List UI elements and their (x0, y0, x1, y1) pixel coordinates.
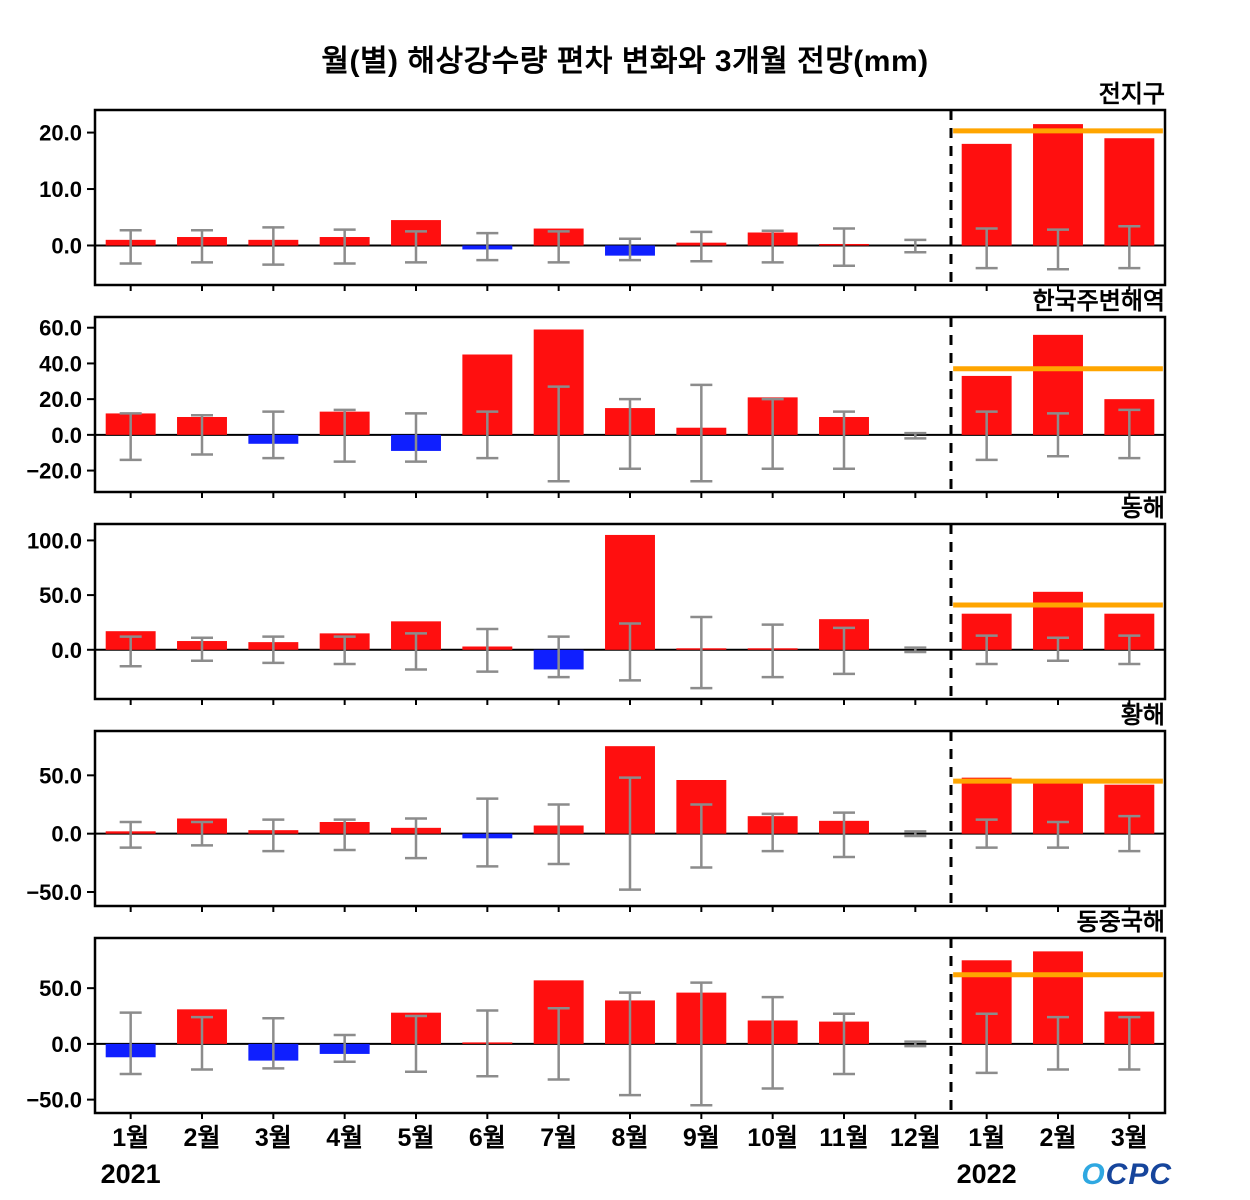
y-tick-label: 50.0 (39, 583, 82, 608)
x-axis-label: 12월 (890, 1124, 941, 1152)
panel-border (93, 108, 1167, 287)
panel-1: 한국주변해역 −20.0 0.0 20.0 40.0 60.0 (26, 288, 1167, 498)
panel-label: 전지구 (1099, 81, 1165, 108)
panel-4: 동중국해 −50.0 0.0 50.0 (26, 909, 1167, 1119)
x-axis-label: 7월 (540, 1124, 577, 1152)
panel-label: 한국주변해역 (1033, 288, 1165, 315)
x-axis-label: 3월 (255, 1124, 292, 1152)
ocpc-logo-text: CPC (1105, 1158, 1172, 1191)
y-tick-label: 50.0 (39, 763, 82, 788)
y-tick-label: 0.0 (51, 1032, 82, 1057)
ocpc-logo: OCPC (1081, 1158, 1172, 1192)
y-tick-label: 40.0 (39, 351, 82, 376)
x-axis-label: 5월 (398, 1124, 435, 1152)
x-axis-label: 8월 (612, 1124, 649, 1152)
y-tick-label: 60.0 (39, 316, 82, 341)
panel-0: 전지구 0.0 10.0 20.0 (39, 81, 1167, 291)
chart-area: 전지구 0.0 10.0 20.0 한국주변해역 −20.0 0.0 20.0 40.0 60.0… (0, 78, 1250, 1198)
y-tick-label: 0.0 (51, 638, 82, 663)
year-label: 2022 (957, 1159, 1017, 1189)
y-tick-label: 50.0 (39, 976, 82, 1001)
panel-border (93, 315, 1167, 494)
x-axis-label: 9월 (683, 1124, 720, 1152)
x-axis-label: 2월 (1040, 1124, 1077, 1152)
x-axis-label: 10월 (747, 1124, 798, 1152)
chart-title: 월(별) 해상강수량 편차 변화와 3개월 전망(mm) (321, 45, 929, 78)
ocpc-logo-o: O (1081, 1158, 1106, 1191)
x-axis-label: 3월 (1111, 1124, 1148, 1152)
x-axis-label: 4월 (326, 1124, 363, 1152)
y-tick-label: 100.0 (27, 528, 82, 553)
y-tick-label: 20.0 (39, 121, 82, 146)
y-tick-label: −50.0 (26, 1088, 82, 1113)
panel-label: 동해 (1121, 495, 1165, 522)
precipitation-anomaly-chart: 전지구 0.0 10.0 20.0 한국주변해역 −20.0 0.0 20.0 40.0 60.0… (26, 81, 1167, 1189)
y-tick-label: 0.0 (51, 233, 82, 258)
panel-border (93, 729, 1167, 908)
y-tick-label: 20.0 (39, 387, 82, 412)
year-label: 2021 (101, 1159, 161, 1189)
x-axis-label: 11월 (819, 1124, 868, 1152)
x-axis-label: 1월 (968, 1124, 1005, 1152)
y-tick-label: 10.0 (39, 177, 82, 202)
bar (1033, 124, 1083, 246)
x-axis-label: 1월 (112, 1124, 149, 1152)
panel-label: 황해 (1121, 702, 1165, 729)
x-axis-label: 2월 (184, 1124, 221, 1152)
panel-2: 동해 0.0 50.0 100.0 (27, 495, 1167, 705)
y-tick-label: −50.0 (26, 880, 82, 905)
panel-border (93, 522, 1167, 701)
panel-3: 황해 −50.0 0.0 50.0 (26, 702, 1167, 912)
panel-border (93, 936, 1167, 1115)
y-tick-label: 0.0 (51, 822, 82, 847)
x-axis-label: 6월 (469, 1124, 506, 1152)
y-tick-label: 0.0 (51, 423, 82, 448)
panel-label: 동중국해 (1077, 909, 1165, 936)
y-tick-label: −20.0 (26, 459, 82, 484)
